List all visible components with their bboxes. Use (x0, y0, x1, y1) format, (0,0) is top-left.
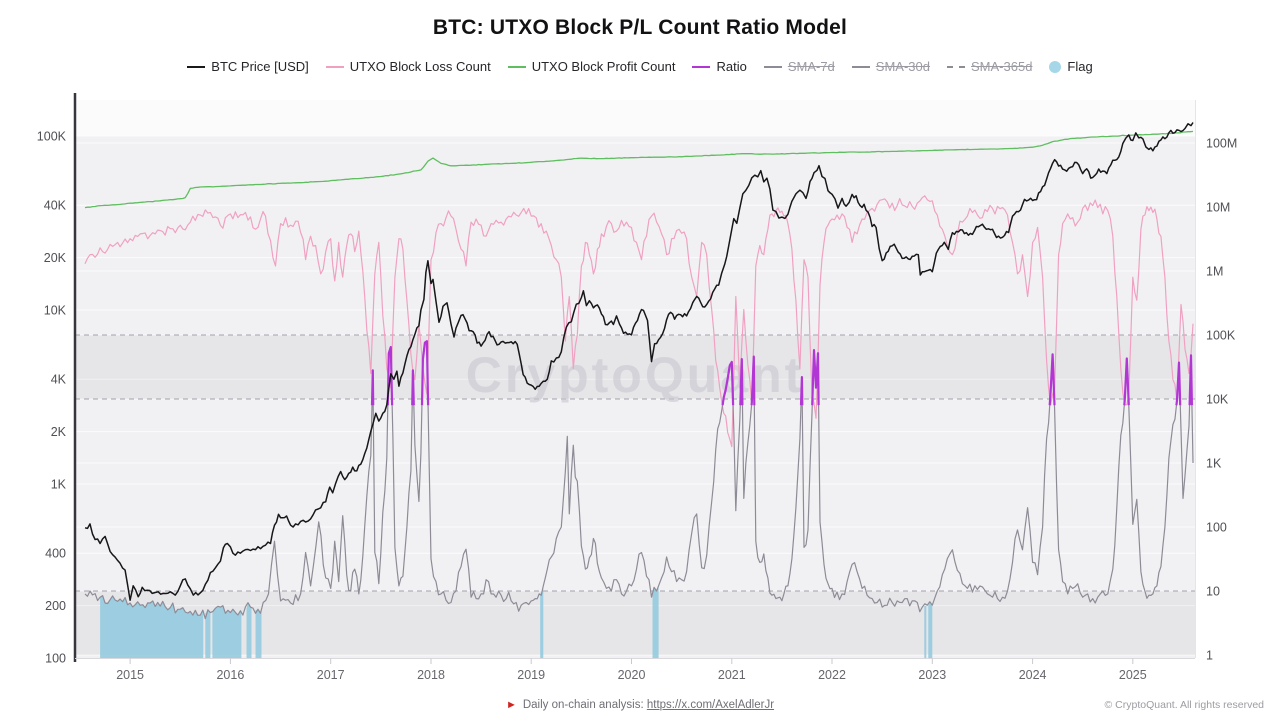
red-flag-icon: ► (505, 699, 517, 711)
series-swatch-icon (187, 65, 206, 68)
legend-item-utxo-block-profit-count[interactable]: UTXO Block Profit Count (507, 59, 676, 74)
series-btc-price-usd (84, 122, 1194, 601)
series-ratio-high (370, 340, 1193, 406)
y-right-tick-label: 1M (1206, 265, 1223, 279)
y-right-tick-label: 10K (1206, 393, 1229, 407)
flag-dot-icon (1049, 60, 1062, 73)
flag-area (246, 602, 252, 658)
x-tick-label: 2019 (517, 668, 545, 682)
x-tick-label: 2021 (718, 668, 746, 682)
cryptoquant-watermark: CryptoQuant (466, 347, 805, 403)
shaded-band (75, 591, 1195, 655)
y-right-tick-label: 100K (1206, 329, 1236, 343)
legend-label: Flag (1067, 59, 1093, 74)
x-tick-label: 2016 (216, 668, 244, 682)
series-swatch-icon (325, 65, 344, 68)
flag-bar (924, 606, 927, 658)
footer-note: ► Daily on-chain analysis: https://x.com/… (0, 699, 1280, 711)
footer-note-text: Daily on-chain analysis: (522, 699, 647, 711)
y-right-tick-label: 10M (1206, 201, 1230, 215)
legend-item-utxo-block-loss-count[interactable]: UTXO Block Loss Count (325, 59, 491, 74)
legend-label: UTXO Block Loss Count (349, 59, 491, 74)
y-left-tick-label: 10K (44, 304, 67, 318)
y-left-tick-label: 1K (51, 478, 67, 492)
y-left-tick-label: 4K (51, 373, 67, 387)
flag-area (928, 601, 933, 658)
y-right-tick-label: 100 (1206, 521, 1227, 535)
legend-item-sma-7d[interactable]: SMA-7d (763, 59, 835, 74)
series-swatch-icon (507, 65, 526, 68)
y-left-tick-label: 20K (44, 251, 67, 265)
legend-label: SMA-30d (875, 59, 930, 74)
copyright-text: © CryptoQuant. All rights reserved (1104, 699, 1264, 711)
y-left-tick-label: 40K (44, 199, 67, 213)
series-utxo-block-profit-count (84, 130, 1194, 209)
y-left-tick-label: 100K (37, 130, 67, 144)
y-left-tick-label: 400 (45, 547, 66, 561)
series-swatch-icon (947, 65, 965, 68)
footer-link[interactable]: https://x.com/AxelAdlerJr (646, 699, 775, 711)
series-ratio-low (84, 340, 1194, 620)
legend-label: UTXO Block Profit Count (531, 59, 676, 74)
series-swatch-icon (763, 65, 782, 68)
y-right-tick-label: 10 (1206, 585, 1220, 599)
legend-label: BTC Price [USD] (211, 59, 309, 74)
legend: BTC Price [USD] UTXO Block Loss Count UTXO… (0, 59, 1280, 74)
plot-top-strip (75, 100, 1195, 136)
flag-area (540, 585, 544, 658)
legend-label: Ratio (716, 59, 747, 74)
x-tick-label: 2017 (317, 668, 345, 682)
y-left-tick-label: 100 (45, 652, 66, 666)
legend-item-btc-price-usd[interactable]: BTC Price [USD] (187, 59, 309, 74)
flag-area (205, 609, 211, 658)
legend-item-ratio[interactable]: Ratio (692, 59, 747, 74)
y-right-tick-label: 1K (1206, 457, 1222, 471)
x-tick-label: 2020 (618, 668, 646, 682)
flag-area (100, 595, 204, 658)
y-left-tick-label: 2K (51, 425, 67, 439)
flag-area (212, 605, 242, 658)
legend-item-sma-365d[interactable]: SMA-365d (947, 59, 1032, 74)
x-tick-label: 2024 (1019, 668, 1047, 682)
x-tick-label: 2023 (918, 668, 946, 682)
shaded-band (75, 335, 1195, 399)
x-tick-label: 2015 (116, 668, 144, 682)
x-tick-label: 2018 (417, 668, 445, 682)
flag-area (652, 585, 659, 658)
y-right-tick-label: 100M (1206, 137, 1237, 151)
legend-label: SMA-7d (787, 59, 835, 74)
flag-area (255, 609, 262, 658)
legend-label: SMA-365d (971, 59, 1033, 74)
page-title: BTC: UTXO Block P/L Count Ratio Model (432, 16, 848, 39)
x-tick-label: 2022 (818, 668, 846, 682)
series-swatch-icon (692, 65, 711, 68)
legend-item-flag[interactable]: Flag (1049, 59, 1093, 74)
y-left-tick-label: 200 (45, 599, 66, 613)
series-swatch-icon (851, 65, 870, 68)
y-right-tick-label: 1 (1206, 649, 1213, 663)
series-utxo-block-loss-count (84, 195, 1194, 448)
legend-item-sma-30d[interactable]: SMA-30d (851, 59, 930, 74)
x-tick-label: 2025 (1119, 668, 1147, 682)
